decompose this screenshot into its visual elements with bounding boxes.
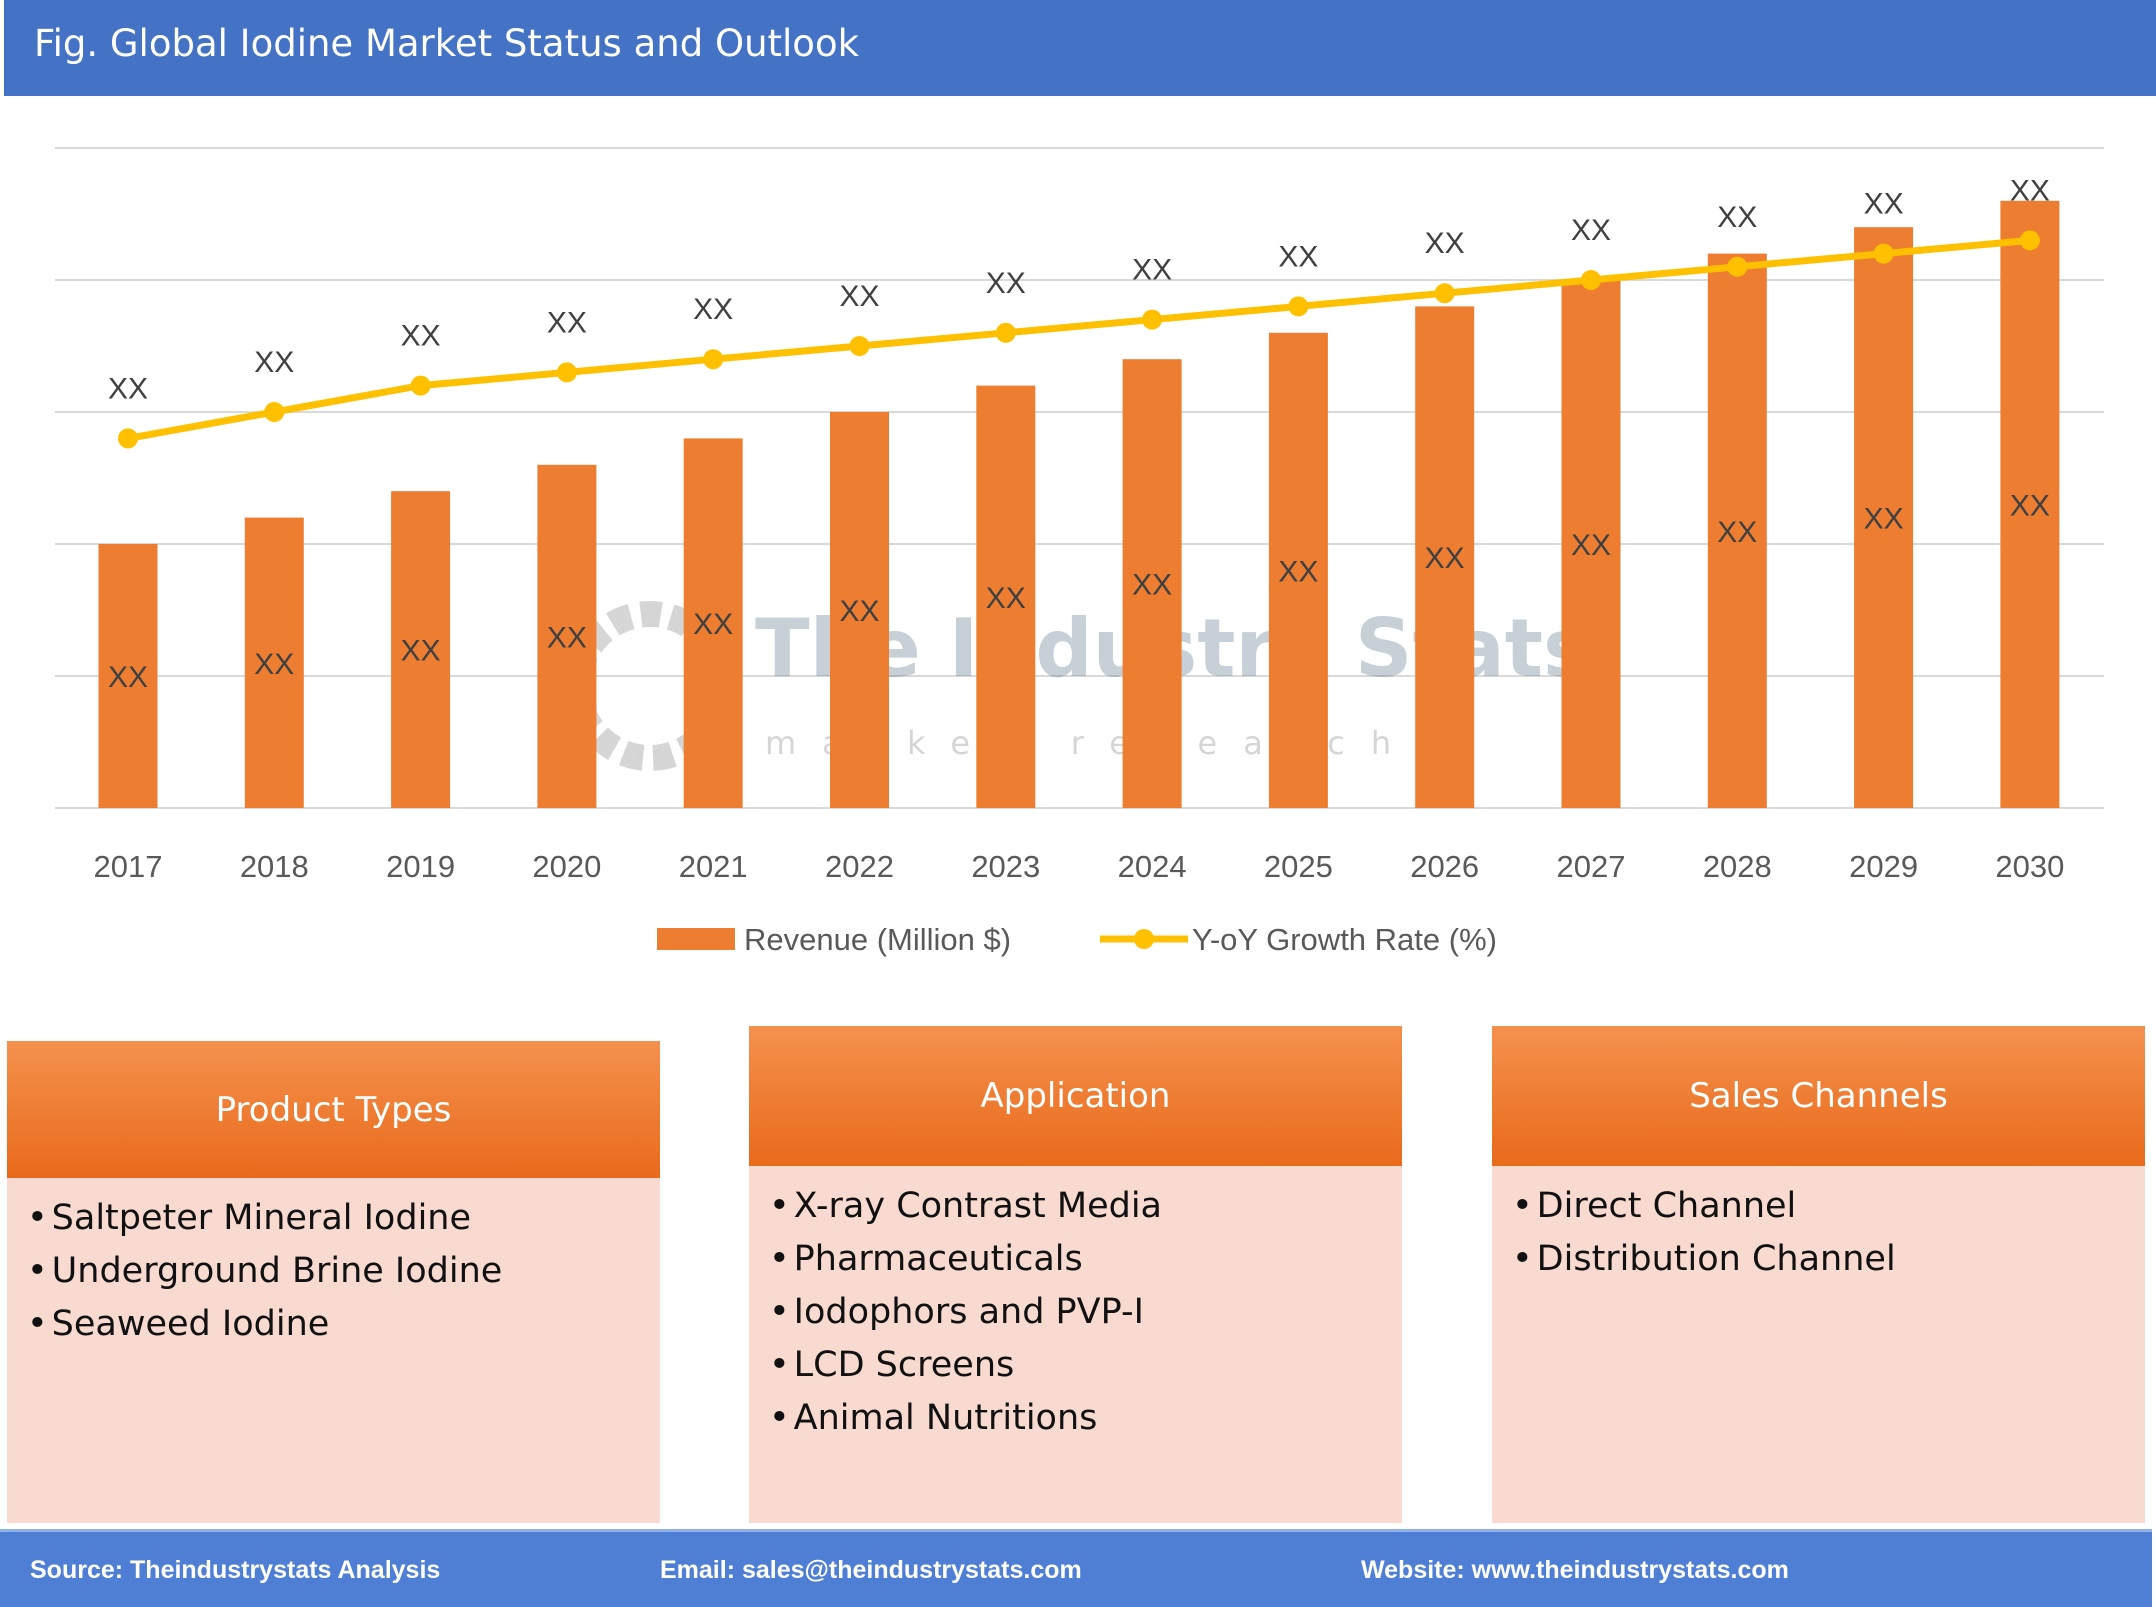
line-label: XX [401,320,441,353]
bar-label: XX [1132,569,1172,602]
bar-label: XX [986,582,1026,615]
bar-label: XX [693,608,733,641]
bar-revenue-2017 [98,544,158,808]
application-box: Application X-ray Contrast MediaPharmace… [749,1026,1402,1523]
bar-label: XX [1864,503,1904,536]
bar-label: XX [254,648,294,681]
growth-line [127,236,2031,442]
bar-revenue-2026 [1415,306,1475,808]
x-tick-label: 2026 [1410,849,1479,884]
bar-revenue-2019 [391,491,451,808]
line-label: XX [547,306,587,339]
footer-source: Source: Theindustrystats Analysis [30,1556,441,1584]
x-tick-label: 2024 [1118,849,1187,884]
bar-label: XX [1717,516,1757,549]
x-tick-label: 2025 [1264,849,1333,884]
growth-point-2021 [703,349,724,370]
growth-point-2017 [118,428,138,449]
chart: The Industry Statsmarket researchXX2017X… [55,147,2104,957]
sales-channels-box: Sales Channels Direct ChannelDistributio… [1492,1026,2145,1523]
x-tick-label: 2027 [1557,849,1626,884]
line-label: XX [254,346,294,379]
line-label: XX [1278,240,1318,273]
list-item: Saltpeter Mineral Iodine [7,1192,660,1245]
list-item: Animal Nutritions [749,1392,1402,1445]
line-label: XX [1425,227,1465,260]
bar-revenue-2021 [683,438,743,808]
growth-point-2023 [995,322,1016,343]
x-tick-label: 2023 [971,849,1040,884]
x-tick-label: 2020 [532,849,601,884]
x-tick-label: 2017 [94,849,163,884]
bar-revenue-2029 [1854,227,1914,808]
bar-label: XX [1425,542,1465,575]
growth-point-2030 [2019,230,2040,251]
line-label: XX [986,267,1026,300]
legend-revenue-swatch [657,928,735,950]
line-label: XX [1717,201,1757,234]
line-label: XX [693,293,733,326]
list-item: Underground Brine Iodine [7,1245,660,1298]
bar-label: XX [108,661,148,694]
line-label: XX [1864,188,1904,221]
legend-growth-marker [1134,929,1154,949]
list-item: Distribution Channel [1492,1233,2145,1286]
header-banner: Fig. Global Iodine Market Status and Out… [4,0,2156,96]
bar-label: XX [401,635,441,668]
bar-revenue-2024 [1122,359,1182,808]
bar-revenue-2020 [537,464,597,808]
growth-point-2020 [556,362,577,383]
footer-website: Website: www.theindustrystats.com [1361,1556,1789,1584]
bar-revenue-2027 [1561,280,1621,808]
footer: Source: Theindustrystats Analysis Email:… [0,1529,2152,1607]
bar-label: XX [1278,555,1318,588]
list-item: Seaweed Iodine [7,1298,660,1351]
box-title: Sales Channels [1492,1026,2145,1166]
x-tick-label: 2022 [825,849,894,884]
line-label: XX [108,372,148,405]
product-types-box: Product Types Saltpeter Mineral IodineUn… [7,1041,660,1523]
growth-point-2026 [1434,283,1455,304]
legend-growth-label: Y-oY Growth Rate (%) [1192,922,1497,957]
list-item: Direct Channel [1492,1180,2145,1233]
list-item: X-ray Contrast Media [749,1180,1402,1233]
list-item: LCD Screens [749,1339,1402,1392]
growth-point-2024 [1142,309,1163,330]
growth-point-2029 [1873,243,1894,264]
bar-revenue-2022 [830,412,889,808]
growth-point-2022 [849,336,870,356]
bar-label: XX [547,621,587,654]
x-tick-label: 2028 [1703,849,1772,884]
x-tick-label: 2018 [240,849,309,884]
bar-revenue-2018 [244,517,304,808]
bar-label: XX [1571,529,1611,562]
growth-point-2028 [1727,256,1748,277]
x-tick-label: 2029 [1849,849,1918,884]
bar-revenue-2025 [1268,332,1328,808]
box-title: Application [749,1026,1402,1166]
growth-point-2027 [1581,270,1601,290]
page-title: Fig. Global Iodine Market Status and Out… [34,22,860,65]
bar-revenue-2023 [976,385,1036,808]
bar-revenue-2030 [2000,200,2060,809]
line-label: XX [839,280,879,313]
line-label: XX [1571,214,1611,247]
line-label: XX [1132,254,1172,287]
line-label: XX [2010,174,2050,207]
bar-label: XX [2010,489,2050,522]
list-item: Iodophors and PVP-I [749,1286,1402,1339]
footer-email: Email: sales@theindustrystats.com [660,1556,1082,1584]
box-title: Product Types [7,1041,660,1178]
x-tick-label: 2030 [1995,849,2064,884]
x-tick-label: 2021 [679,849,748,884]
x-tick-label: 2019 [386,849,455,884]
bar-revenue-2028 [1707,253,1767,809]
bar-label: XX [839,595,879,628]
growth-point-2025 [1288,296,1309,317]
list-item: Pharmaceuticals [749,1233,1402,1286]
growth-point-2019 [410,375,431,396]
growth-point-2018 [264,402,285,422]
legend-revenue-label: Revenue (Million $) [744,922,1011,957]
